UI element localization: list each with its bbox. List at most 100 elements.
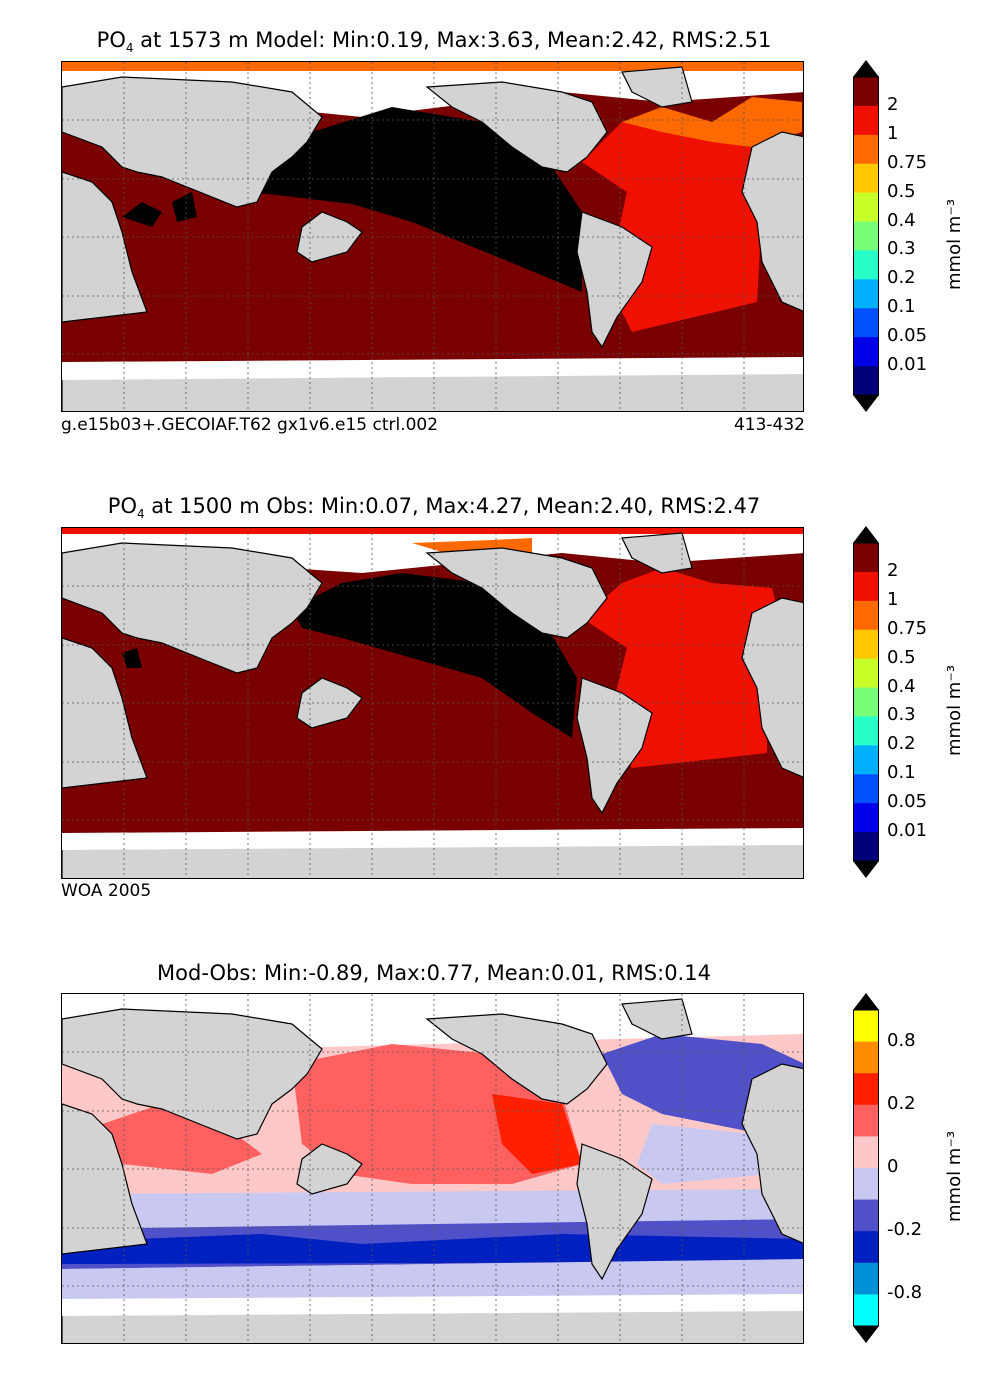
panel-title: Mod-Obs: Min:-0.89, Max:0.77, Mean:0.01,… (157, 961, 711, 985)
greenland (621, 66, 693, 108)
colorbar-swatch (853, 1136, 879, 1169)
eurasia (62, 76, 323, 208)
colorbar-swatch (853, 1231, 879, 1264)
africa-east (741, 131, 803, 312)
colorbar-swatch (853, 1041, 879, 1074)
colorbar-extend-top (853, 526, 879, 543)
colorbar-tick-label: 0.3 (887, 704, 916, 726)
colorbar-swatch (853, 77, 879, 107)
year-range: 413-432 (733, 415, 805, 435)
colorbar-swatch (853, 1262, 879, 1295)
colorbar-swatch (853, 250, 879, 280)
colorbar-tick-label: 0.05 (887, 791, 928, 813)
colorbar-swatch (853, 1168, 879, 1201)
colorbar-tick-label: 0 (887, 1156, 899, 1177)
panel-title: PO4 at 1573 m Model: Min:0.19, Max:3.63,… (96, 28, 772, 56)
colorbar-tick-label: 0.2 (887, 733, 916, 755)
colorbar-svg (853, 526, 879, 878)
colorbar-swatch (853, 105, 879, 136)
obs-source: WOA 2005 (61, 881, 152, 901)
colorbar-swatch (853, 1104, 879, 1137)
obs-map (61, 527, 804, 879)
colorbar-tick-label: 2 (887, 93, 899, 115)
colorbar-extend-bottom (853, 861, 879, 878)
colorbar-tick-label: 0.4 (887, 675, 916, 697)
north-atlantic-zone (622, 97, 802, 147)
colorbar-swatch (853, 279, 879, 309)
panel-title: PO4 at 1500 m Obs: Min:0.07, Max:4.27, M… (107, 494, 761, 522)
colorbar-svg (853, 993, 879, 1343)
colorbar-tick-label: 0.05 (887, 325, 928, 347)
colorbar-swatch (853, 1199, 879, 1232)
colorbar-tick-label: 1 (887, 588, 899, 610)
colorbar-tick-label: 0.75 (887, 617, 928, 639)
colorbar-tick-label: 0.01 (887, 820, 928, 842)
colorbar-extend-bottom (853, 1326, 879, 1343)
experiment-name: g.e15b03+.GECOIAF.T62 gx1v6.e15 ctrl.002 (61, 415, 439, 435)
colorbar-tick-label: -0.8 (887, 1282, 923, 1304)
unit-label: mmol m⁻³ (944, 198, 965, 290)
colorbar-swatch (853, 366, 879, 396)
colorbar-tick-label: 2 (887, 559, 899, 581)
colorbar-swatch (853, 221, 879, 251)
bengal-zone (172, 192, 197, 222)
land (62, 532, 803, 878)
land (62, 998, 803, 1343)
colorbar-tick-label: 0.5 (887, 646, 916, 668)
colorbar-swatch (853, 745, 879, 775)
colorbar-swatch (853, 716, 879, 746)
difference-map (61, 993, 804, 1344)
colorbar (853, 993, 879, 1343)
colorbar (853, 526, 879, 878)
unit-label: mmol m⁻³ (944, 664, 965, 756)
colorbar (853, 60, 879, 412)
colorbar-tick-label: 0.5 (887, 180, 916, 202)
colorbar-tick-label: 0.8 (887, 1029, 916, 1051)
colorbar-swatch (853, 543, 879, 573)
nodata-south (62, 1294, 803, 1316)
africa-west (62, 171, 148, 323)
colorbar-swatch (853, 308, 879, 338)
colorbar-tick-label: 0.1 (887, 762, 916, 784)
colorbar-swatch (853, 658, 879, 689)
colorbar-tick-label: 0.3 (887, 238, 916, 260)
colorbar-swatch (853, 1073, 879, 1106)
colorbar-swatch (853, 629, 879, 660)
colorbar-swatch (853, 687, 879, 717)
colorbar-swatch (853, 1294, 879, 1327)
pacific-high-zone (252, 107, 582, 292)
colorbar-swatch (853, 337, 879, 367)
colorbar-extend-bottom (853, 395, 879, 412)
colorbar-swatch (853, 1010, 879, 1043)
colorbar-tick-label: 0.1 (887, 296, 916, 318)
colorbar-extend-top (853, 60, 879, 77)
arctic-band (62, 62, 803, 71)
colorbar-swatch (853, 163, 879, 194)
colorbar-swatch (853, 134, 879, 165)
australia (296, 211, 363, 263)
pacific-high-zone (292, 573, 577, 738)
colorbar-swatch (853, 803, 879, 833)
model-map (61, 61, 804, 412)
colorbar-swatch (853, 571, 879, 602)
north-america (425, 81, 608, 173)
colorbar-swatch (853, 774, 879, 804)
arabian-zone (122, 202, 162, 227)
colorbar-tick-label: 0.4 (887, 209, 916, 231)
colorbar-tick-label: -0.2 (887, 1219, 923, 1241)
colorbar-swatch (853, 192, 879, 223)
colorbar-tick-label: 0.2 (887, 267, 916, 289)
colorbar-swatch (853, 832, 879, 862)
colorbar-tick-label: 1 (887, 122, 899, 144)
graticule (62, 994, 803, 1343)
nodata-south (62, 828, 803, 850)
colorbar-swatch (853, 600, 879, 631)
unit-label: mmol m⁻³ (944, 1130, 965, 1222)
colorbar-svg (853, 60, 879, 412)
colorbar-extend-top (853, 993, 879, 1010)
colorbar-tick-label: 0.2 (887, 1092, 916, 1114)
colorbar-tick-label: 0.75 (887, 151, 928, 173)
graticule (62, 528, 803, 878)
colorbar-tick-label: 0.01 (887, 354, 928, 376)
graticule (62, 62, 803, 411)
